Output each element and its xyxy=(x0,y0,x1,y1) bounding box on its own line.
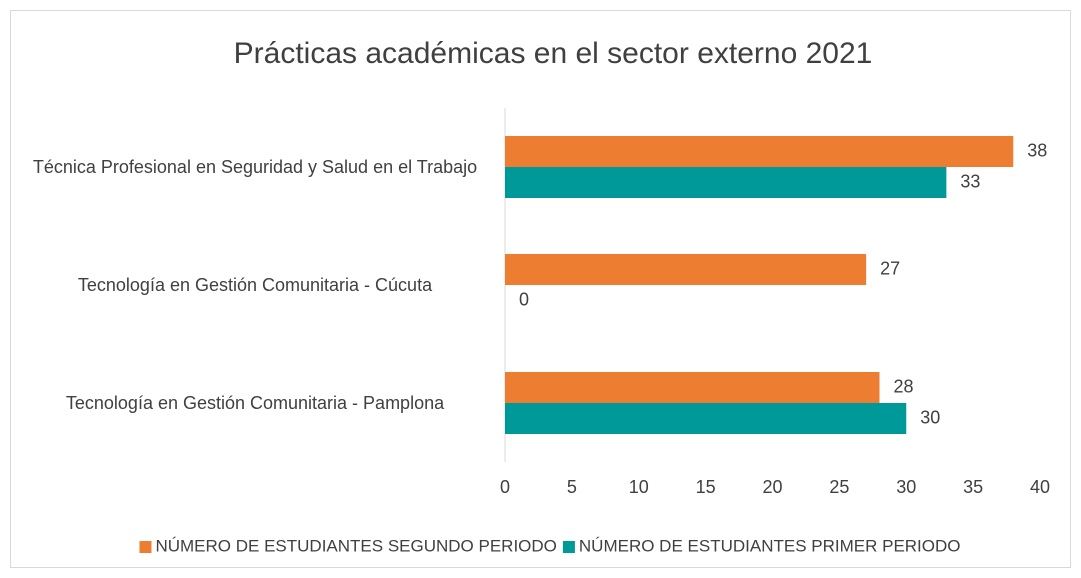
x-tick-label: 20 xyxy=(762,477,782,497)
x-tick-label: 25 xyxy=(829,477,849,497)
x-tick-label: 10 xyxy=(629,477,649,497)
data-label: 38 xyxy=(1027,140,1047,160)
bar xyxy=(505,167,947,198)
chart-border xyxy=(10,10,1071,568)
x-tick-label: 0 xyxy=(500,477,510,497)
bar xyxy=(505,372,880,403)
legend-swatch xyxy=(562,541,575,553)
legend-label: NÚMERO DE ESTUDIANTES PRIMER PERIODO xyxy=(579,536,961,555)
x-tick-label: 40 xyxy=(1030,477,1050,497)
data-label: 30 xyxy=(920,407,940,427)
legend-swatch xyxy=(139,541,152,553)
x-tick-label: 5 xyxy=(567,477,577,497)
data-label: 28 xyxy=(894,376,914,396)
x-tick-label: 15 xyxy=(696,477,716,497)
y-tick-label: Técnica Profesional en Seguridad y Salud… xyxy=(32,157,478,177)
data-label: 27 xyxy=(880,258,900,278)
data-label: 33 xyxy=(960,171,980,191)
bar xyxy=(505,254,867,285)
y-tick-label: Tecnología en Gestión Comunitaria - Cúcu… xyxy=(77,275,433,295)
data-label: 0 xyxy=(519,289,529,309)
x-tick-label: 30 xyxy=(896,477,916,497)
chart-title: Prácticas académicas en el sector extern… xyxy=(234,37,873,70)
bar xyxy=(505,136,1014,167)
legend-label: NÚMERO DE ESTUDIANTES SEGUNDO PERIODO xyxy=(155,536,556,555)
y-tick-label: Tecnología en Gestión Comunitaria - Pamp… xyxy=(65,393,445,413)
bar xyxy=(505,403,907,434)
x-tick-label: 35 xyxy=(963,477,983,497)
